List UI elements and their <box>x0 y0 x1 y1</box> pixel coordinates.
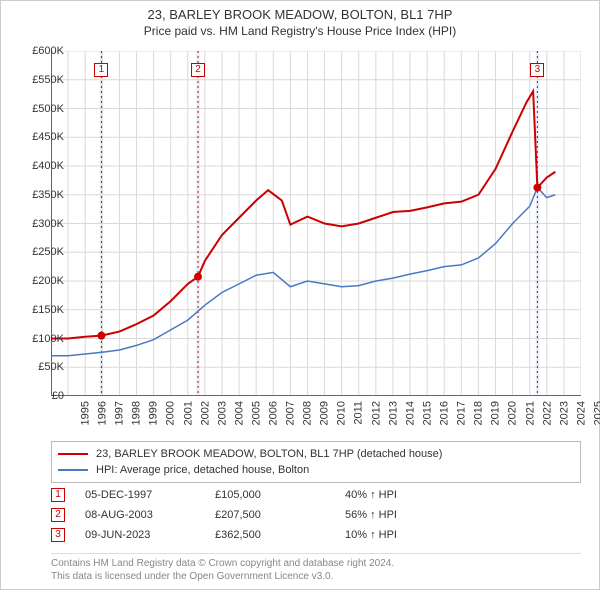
ytick-label: £300K <box>32 218 64 230</box>
legend: 23, BARLEY BROOK MEADOW, BOLTON, BL1 7HP… <box>51 441 581 483</box>
xtick-label: 2002 <box>199 401 211 425</box>
up-arrow-icon <box>370 489 376 501</box>
ytick-label: £250K <box>32 246 64 258</box>
xtick-label: 2003 <box>216 401 228 425</box>
title-subtitle: Price paid vs. HM Land Registry's House … <box>1 24 599 38</box>
xtick-label: 2018 <box>473 401 485 425</box>
sale-price: £362,500 <box>215 529 345 541</box>
xtick-label: 1995 <box>79 401 91 425</box>
ytick-label: £200K <box>32 275 64 287</box>
legend-item-property: 23, BARLEY BROOK MEADOW, BOLTON, BL1 7HP… <box>58 446 574 462</box>
sale-row: 3 09-JUN-2023£362,50010% HPI <box>51 525 581 545</box>
chart-sale-marker-label: 2 <box>191 63 205 77</box>
sale-pct: 10% HPI <box>345 529 465 541</box>
xtick-label: 2024 <box>575 401 587 425</box>
xtick-label: 2004 <box>233 401 245 425</box>
title-address: 23, BARLEY BROOK MEADOW, BOLTON, BL1 7HP <box>1 7 599 22</box>
sale-row: 1 05-DEC-1997£105,00040% HPI <box>51 485 581 505</box>
sale-row: 2 08-AUG-2003£207,50056% HPI <box>51 505 581 525</box>
xtick-label: 1998 <box>131 401 143 425</box>
xtick-label: 1996 <box>97 401 109 425</box>
xtick-label: 2000 <box>165 401 177 425</box>
xtick-label: 2011 <box>352 401 364 425</box>
ytick-label: £50K <box>38 361 64 373</box>
xtick-label: 2015 <box>421 401 433 425</box>
chart-container: 23, BARLEY BROOK MEADOW, BOLTON, BL1 7HP… <box>0 0 600 590</box>
footer-line1: Contains HM Land Registry data © Crown c… <box>51 558 581 571</box>
footer: Contains HM Land Registry data © Crown c… <box>51 553 581 583</box>
xtick-label: 2017 <box>456 401 468 425</box>
legend-label-property: 23, BARLEY BROOK MEADOW, BOLTON, BL1 7HP… <box>96 448 442 460</box>
legend-swatch-hpi <box>58 469 88 471</box>
xtick-label: 2012 <box>370 401 382 425</box>
sale-marker-box: 2 <box>51 508 65 522</box>
chart-svg <box>51 51 581 396</box>
title-block: 23, BARLEY BROOK MEADOW, BOLTON, BL1 7HP… <box>1 1 599 40</box>
xtick-label: 2025 <box>592 401 600 425</box>
xtick-label: 2009 <box>319 401 331 425</box>
xtick-label: 2021 <box>524 401 536 425</box>
xtick-label: 2014 <box>404 401 416 425</box>
xtick-label: 2020 <box>507 401 519 425</box>
xtick-label: 2001 <box>182 401 194 425</box>
legend-item-hpi: HPI: Average price, detached house, Bolt… <box>58 462 574 478</box>
chart-plot-area <box>51 51 581 396</box>
xtick-label: 2023 <box>558 401 570 425</box>
sale-date: 08-AUG-2003 <box>85 509 215 521</box>
xtick-label: 2013 <box>387 401 399 425</box>
up-arrow-icon <box>370 509 376 521</box>
xtick-label: 2007 <box>285 401 297 425</box>
sales-table: 1 05-DEC-1997£105,00040% HPI 2 08-AUG-2003£… <box>51 485 581 545</box>
legend-swatch-property <box>58 453 88 455</box>
sale-pct: 40% HPI <box>345 489 465 501</box>
sale-price: £207,500 <box>215 509 345 521</box>
sale-pct: 56% HPI <box>345 509 465 521</box>
xtick-label: 2005 <box>250 401 262 425</box>
sale-marker-box: 1 <box>51 488 65 502</box>
ytick-label: £600K <box>32 45 64 57</box>
legend-label-hpi: HPI: Average price, detached house, Bolt… <box>96 464 309 476</box>
up-arrow-icon <box>370 529 376 541</box>
ytick-label: £450K <box>32 131 64 143</box>
chart-sale-marker-label: 1 <box>94 63 108 77</box>
sale-date: 09-JUN-2023 <box>85 529 215 541</box>
ytick-label: £550K <box>32 74 64 86</box>
ytick-label: £500K <box>32 103 64 115</box>
chart-sale-marker-label: 3 <box>530 63 544 77</box>
xtick-label: 2016 <box>439 401 451 425</box>
ytick-label: £0 <box>52 390 64 402</box>
xtick-label: 2010 <box>336 401 348 425</box>
xtick-label: 2006 <box>268 401 280 425</box>
xtick-label: 1999 <box>148 401 160 425</box>
xtick-label: 1997 <box>114 401 126 425</box>
ytick-label: £400K <box>32 160 64 172</box>
xtick-label: 2008 <box>302 401 314 425</box>
xtick-label: 2022 <box>541 401 553 425</box>
xtick-label: 2019 <box>490 401 502 425</box>
ytick-label: £100K <box>32 333 64 345</box>
sale-marker-box: 3 <box>51 528 65 542</box>
footer-line2: This data is licensed under the Open Gov… <box>51 571 581 584</box>
ytick-label: £350K <box>32 189 64 201</box>
sale-date: 05-DEC-1997 <box>85 489 215 501</box>
sale-price: £105,000 <box>215 489 345 501</box>
ytick-label: £150K <box>32 304 64 316</box>
